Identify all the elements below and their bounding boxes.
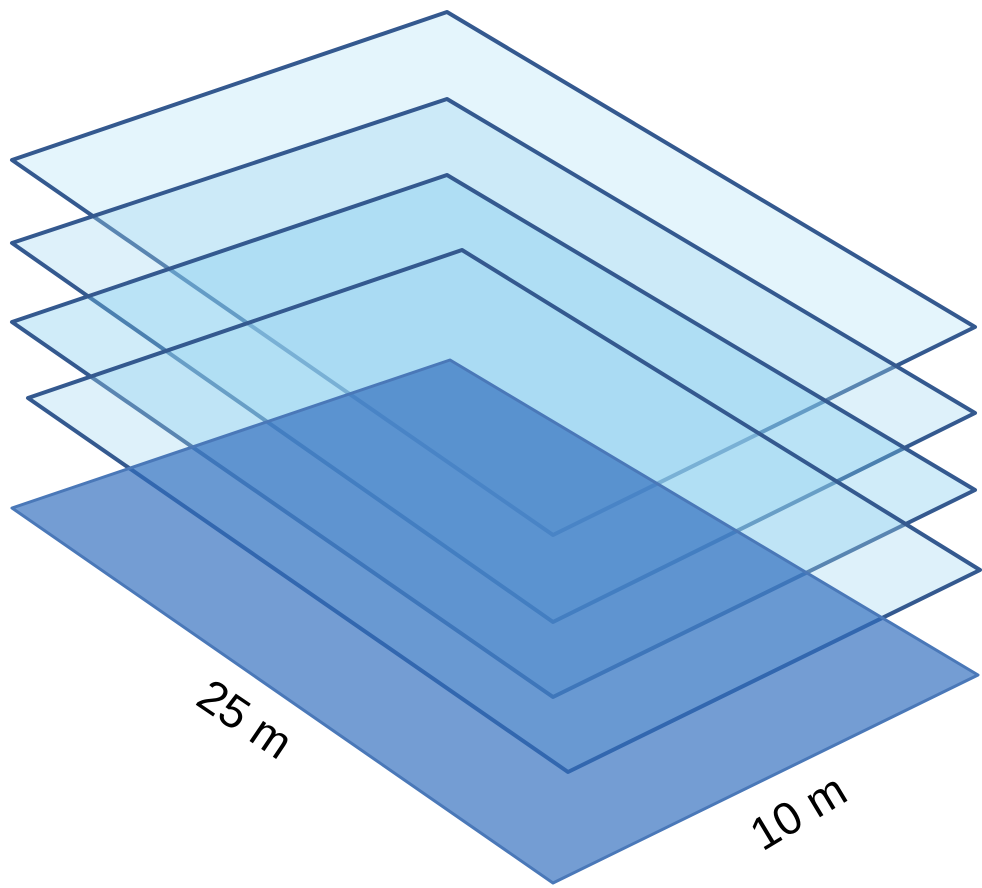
- page: 25 m 10 m (() => { const data = JSON.par…: [0, 0, 982, 888]
- diagram: 25 m 10 m: [0, 0, 982, 888]
